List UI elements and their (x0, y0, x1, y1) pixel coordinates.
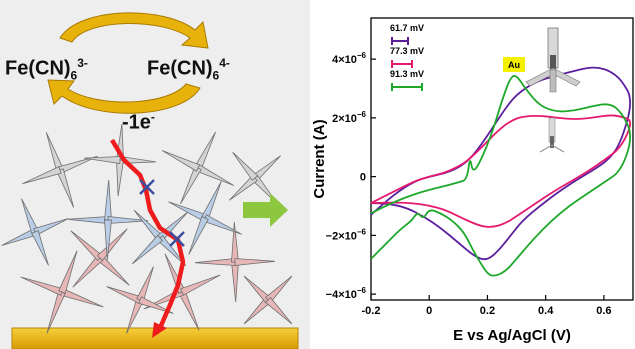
tetrapod-arm (136, 266, 154, 302)
blocked-site-icon (139, 179, 155, 195)
tetrapod-arm (195, 164, 235, 186)
electron-path-icon (110, 138, 186, 329)
tetrapod-arm (58, 250, 78, 294)
tetrapod (67, 179, 149, 261)
y-axis-title: Current (A) (311, 119, 328, 198)
electron-arrowhead-icon (152, 322, 167, 338)
tetrapod-arm (96, 228, 128, 261)
tetrapod-arm (194, 258, 236, 266)
au-label-box: Au (503, 57, 525, 72)
y-tick-label: 2×10−6 (332, 110, 366, 125)
tetrapod (161, 131, 235, 205)
ferricyanide-label: Fe(CN)63- (5, 56, 88, 83)
tetrapod (243, 275, 293, 325)
tetrapod-arm (264, 296, 293, 325)
x-tick-label: 0.6 (596, 305, 611, 317)
annotation-au: Au (508, 60, 520, 70)
tetrapod-arm (46, 290, 66, 334)
electrode-illustration-bottom-icon (539, 117, 565, 153)
tetrapod-arm (231, 261, 239, 303)
legend-label: 91.3 mV (390, 69, 424, 79)
tetrapod-arm (104, 179, 112, 221)
tetrapod-arm (104, 219, 112, 261)
legend-label: 77.3 mV (390, 46, 424, 56)
tetrapod (1, 198, 69, 266)
legend-label: 61.7 mV (390, 23, 424, 33)
tetrapod (22, 132, 98, 208)
x-tick-label: -0.2 (362, 305, 381, 317)
tetrapod-arm (178, 290, 200, 331)
x-axis: -0.2 0 0.2 0.4 0.6 (362, 295, 612, 317)
redox-scheme-panel: Fe(CN)63- Fe(CN)64- -1e- (0, 0, 310, 349)
plot-frame (370, 17, 634, 301)
tetrapod (168, 181, 242, 255)
tetrapod-arm (188, 216, 209, 255)
y-axis: −4×10−6 −2×10−6 0 2×10−6 4×10−6 (326, 51, 376, 301)
series-line-1 (370, 66, 631, 261)
tetrapod-arm (22, 166, 62, 185)
tetrapod (106, 266, 174, 334)
tetrapod-arm (83, 156, 121, 164)
tetrapod-arm (232, 152, 259, 181)
blocked-site-icon (169, 231, 185, 247)
tetrapod-arm (180, 165, 202, 205)
tetrapod-arm (138, 296, 174, 314)
tetrapod (20, 250, 104, 334)
series-layer (370, 66, 631, 277)
tetrapod-arm (31, 230, 49, 266)
tetrapod (194, 221, 276, 303)
tetrapod-arm (161, 150, 201, 172)
cycle-arrow-top-icon (59, 12, 209, 49)
cycle-arrow-bottom-icon (47, 79, 201, 114)
x-tick-label: 0.2 (480, 305, 495, 317)
y-tick-label: −4×10−6 (326, 286, 367, 301)
ferrocyanide-label: Fe(CN)64- (147, 56, 230, 83)
nanostructure-network (1, 123, 293, 334)
transition-arrow-icon (243, 193, 288, 227)
tetrapod-arm (180, 274, 221, 296)
y-tick-label: −2×10−6 (326, 227, 367, 242)
series-line-3 (370, 75, 631, 277)
tetrapod-arm (131, 234, 163, 265)
y-tick-label: 4×10−6 (332, 51, 366, 66)
tetrapod-arm (45, 132, 64, 172)
tetrapod (70, 228, 130, 288)
cv-chart: −4×10−6 −2×10−6 0 2×10−6 4×10−6 -0.2 0 0.2 0.4 0… (311, 17, 634, 344)
tetrapod-arm (231, 221, 239, 263)
tetrapod-arm (106, 286, 142, 304)
tetrapod-arm (116, 159, 124, 197)
tetrapod-arm (234, 258, 276, 266)
x-tick-label: 0.4 (538, 305, 554, 317)
series-line-2 (370, 114, 631, 228)
tetrapod-arm (203, 214, 242, 235)
x-axis-title: E vs Ag/AgCl (V) (453, 327, 571, 344)
tetrapod-arm (201, 181, 222, 220)
x-tick-label: 0 (426, 305, 432, 317)
y-tick-label: 0 (360, 172, 366, 184)
electron-transfer-label: -1e- (122, 110, 155, 134)
tetrapod-arm (56, 168, 75, 208)
legend: 61.7 mV 77.3 mV 91.3 mV (390, 23, 424, 91)
tetrapod-arm (168, 201, 207, 222)
scheme-graphic (1, 12, 299, 349)
electrode-illustration-top-icon (525, 27, 581, 93)
tetrapod-arm (60, 288, 104, 308)
tetrapod-arm (67, 216, 109, 224)
tetrapod-arm (20, 276, 64, 296)
